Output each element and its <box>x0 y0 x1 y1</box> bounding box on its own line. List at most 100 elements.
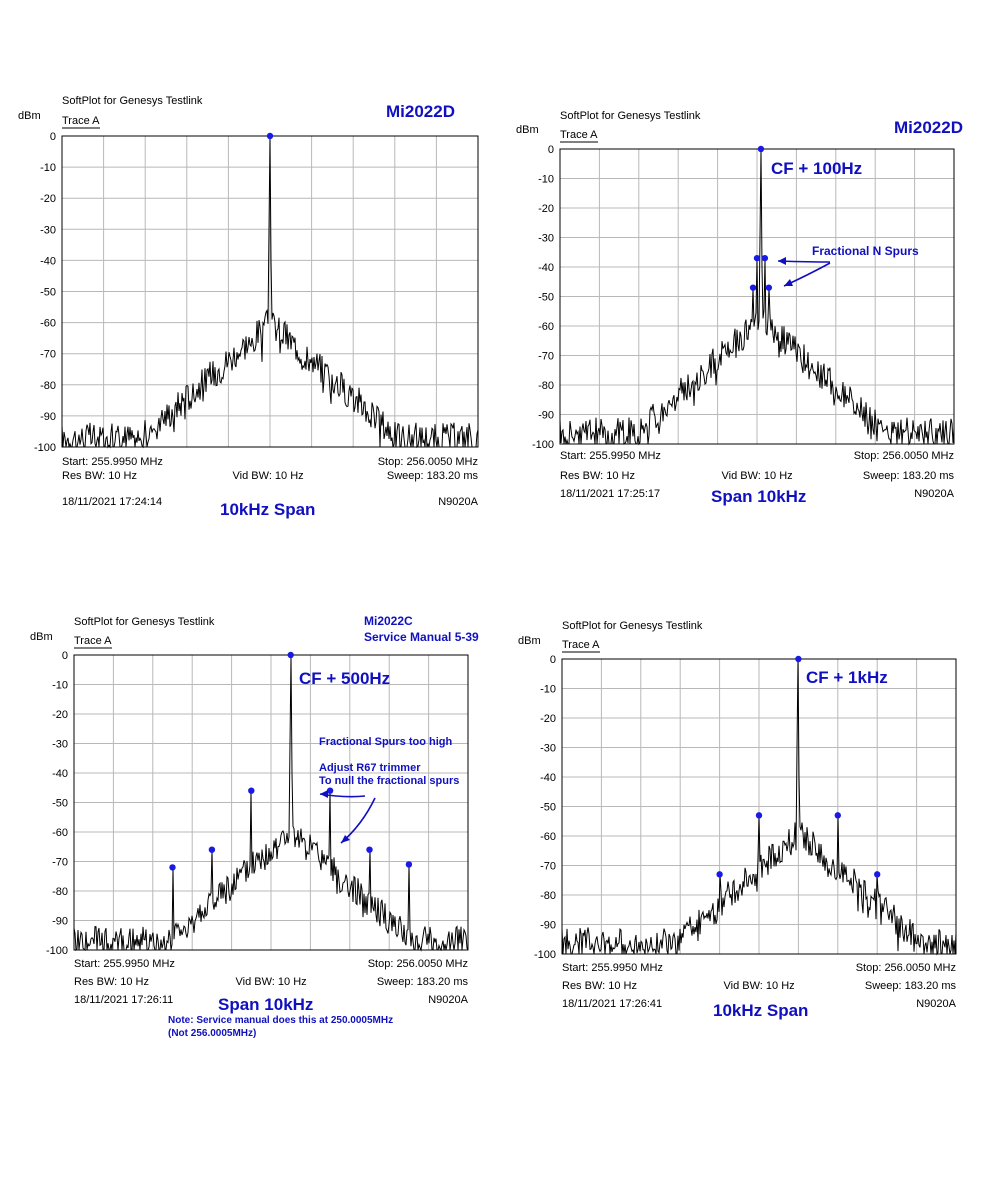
y-tick-label: -10 <box>538 174 554 186</box>
adjust-trimmer-annotation: Adjust R67 trimmer <box>319 762 421 774</box>
y-axis-label: dBm <box>518 635 541 647</box>
y-tick-label: -20 <box>52 709 68 721</box>
carrier-peak-marker <box>266 132 274 140</box>
model-label: Mi2022C <box>364 614 413 628</box>
spur-marker <box>248 787 255 794</box>
timestamp: 18/11/2021 17:26:41 <box>562 998 662 1010</box>
stop-frequency: Stop: 256.0050 MHz <box>378 456 478 468</box>
y-tick-label: -90 <box>40 411 56 423</box>
y-axis-label: dBm <box>18 110 41 122</box>
video-bandwidth: Vid BW: 10 Hz <box>724 980 795 992</box>
start-frequency: Start: 255.9950 MHz <box>74 958 175 970</box>
service-manual-note: Note: Service manual does this at 250.00… <box>168 1015 393 1026</box>
app-title: SoftPlot for Genesys Testlink <box>62 95 203 107</box>
y-tick-label: -30 <box>540 743 556 755</box>
carrier-peak-marker <box>287 651 294 659</box>
spectrum-plot-4: SoftPlot for Genesys Testlink Trace A dBm 0… <box>518 620 957 1020</box>
spur-marker <box>755 812 763 819</box>
spur-marker <box>169 864 176 871</box>
span-label: 10kHz Span <box>713 1001 808 1020</box>
spur-marker <box>765 284 773 291</box>
sweep-time: Sweep: 183.20 ms <box>865 980 957 992</box>
trace-label: Trace A <box>560 129 598 141</box>
y-tick-label: -100 <box>534 949 556 961</box>
spectrum-plot-3: SoftPlot for Genesys Testlink Trace A dBm M… <box>30 614 479 1039</box>
y-axis-label: dBm <box>30 631 53 643</box>
y-tick-label: -50 <box>538 292 554 304</box>
y-tick-label: -50 <box>540 802 556 814</box>
y-tick-label: -100 <box>34 442 56 454</box>
sweep-time: Sweep: 183.20 ms <box>863 470 955 482</box>
video-bandwidth: Vid BW: 10 Hz <box>236 976 307 988</box>
span-label: Span 10kHz <box>711 487 806 506</box>
app-title: SoftPlot for Genesys Testlink <box>560 110 701 122</box>
sweep-time: Sweep: 183.20 ms <box>377 976 469 988</box>
instrument-model: N9020A <box>428 994 468 1006</box>
spur-arrowhead <box>320 790 328 798</box>
trace-label: Trace A <box>74 635 112 647</box>
y-tick-label: -60 <box>40 318 56 330</box>
y-tick-label: -60 <box>538 321 554 333</box>
y-tick-label: 0 <box>550 654 556 666</box>
spur-marker <box>834 812 841 819</box>
y-tick-label: -20 <box>40 193 56 205</box>
app-title: SoftPlot for Genesys Testlink <box>562 620 703 632</box>
y-tick-label: -90 <box>540 920 556 932</box>
center-offset-label: CF + 500Hz <box>299 669 390 688</box>
start-frequency: Start: 255.9950 MHz <box>560 450 661 462</box>
center-offset-label: CF + 100Hz <box>771 159 862 178</box>
center-offset-label: CF + 1kHz <box>806 668 888 687</box>
plot-frame <box>73 654 469 951</box>
y-tick-label: -50 <box>52 798 68 810</box>
app-title: SoftPlot for Genesys Testlink <box>74 616 215 628</box>
grid <box>560 149 954 444</box>
spur-marker <box>208 846 216 853</box>
y-tick-label: -40 <box>538 262 554 274</box>
y-tick-label: -10 <box>540 684 556 696</box>
resolution-bandwidth: Res BW: 10 Hz <box>62 470 137 482</box>
trace-label: Trace A <box>62 115 100 127</box>
model-label-secondary: Service Manual 5-39 <box>364 630 479 644</box>
y-tick-label: -80 <box>52 886 68 898</box>
start-frequency: Start: 255.9950 MHz <box>562 962 663 974</box>
model-label: Mi2022D <box>386 102 455 121</box>
stop-frequency: Stop: 256.0050 MHz <box>368 958 468 970</box>
y-tick-label: -70 <box>538 351 554 363</box>
y-tick-label: -70 <box>40 349 56 361</box>
model-label: Mi2022D <box>894 118 963 137</box>
instrument-model: N9020A <box>438 496 478 508</box>
spur-marker <box>753 254 761 262</box>
y-tick-label: -90 <box>52 916 68 928</box>
grid <box>562 659 956 954</box>
resolution-bandwidth: Res BW: 10 Hz <box>560 470 635 482</box>
y-tick-label: -100 <box>532 439 554 451</box>
timestamp: 18/11/2021 17:25:17 <box>560 488 660 500</box>
timestamp: 18/11/2021 17:24:14 <box>62 496 162 508</box>
y-tick-label: 0 <box>548 144 554 156</box>
y-tick-label: -40 <box>540 772 556 784</box>
stop-frequency: Stop: 256.0050 MHz <box>854 450 954 462</box>
stop-frequency: Stop: 256.0050 MHz <box>856 962 956 974</box>
instrument-model: N9020A <box>916 998 956 1010</box>
y-axis-label: dBm <box>516 124 539 136</box>
timestamp: 18/11/2021 17:26:11 <box>74 994 173 1006</box>
spur-marker <box>874 871 881 878</box>
resolution-bandwidth: Res BW: 10 Hz <box>562 980 637 992</box>
spectrum-plot-2: SoftPlot for Genesys Testlink Trace A dBm M… <box>516 110 963 506</box>
y-tick-label: -90 <box>538 410 554 422</box>
y-tick-label: -20 <box>538 203 554 215</box>
y-tick-label: -30 <box>52 739 68 751</box>
spur-marker <box>761 254 769 262</box>
spur-marker <box>405 861 413 868</box>
y-tick-label: -100 <box>46 945 68 957</box>
plot-frame <box>559 148 955 445</box>
y-tick-label: -60 <box>540 831 556 843</box>
service-manual-note-detail: (Not 256.0005MHz) <box>168 1028 256 1039</box>
span-label: Span 10kHz <box>218 995 313 1014</box>
y-tick-label: -80 <box>538 380 554 392</box>
spur-marker <box>326 787 334 794</box>
carrier-peak-marker <box>795 655 802 663</box>
video-bandwidth: Vid BW: 10 Hz <box>722 470 793 482</box>
y-tick-label: -30 <box>538 233 554 245</box>
